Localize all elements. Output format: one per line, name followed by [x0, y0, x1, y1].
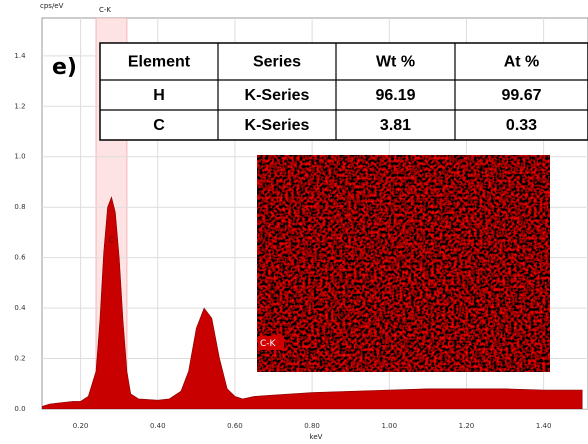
y-tick-label: 0.6	[14, 254, 26, 262]
x-tick-label: 1.20	[459, 422, 475, 430]
y-tick-label: 1.4	[14, 52, 26, 60]
y-tick-label: 1.0	[14, 153, 25, 161]
y-tick-label: 1.2	[14, 102, 25, 110]
y-axis-label: cps/eV	[40, 2, 64, 10]
table-cell: 0.33	[506, 117, 537, 134]
peak-label: C	[108, 236, 114, 245]
x-axis-label: keV	[310, 433, 323, 441]
table-cell: C	[153, 117, 165, 134]
x-tick-label: 1.40	[536, 422, 552, 430]
y-tick-label: 0.4	[14, 304, 26, 312]
y-tick-label: 0.2	[14, 355, 25, 363]
map-label: C-K	[260, 339, 277, 349]
y-tick-label: 0.8	[14, 203, 25, 211]
table-header: At %	[504, 54, 540, 71]
table-cell: H	[153, 87, 165, 104]
table-cell: K-Series	[245, 87, 310, 104]
x-tick-label: 1.00	[381, 422, 397, 430]
table-cell: K-Series	[245, 117, 310, 134]
table-header: Series	[253, 54, 301, 71]
table-header: Element	[128, 54, 191, 71]
y-tick-label: 0.0	[14, 405, 25, 413]
x-tick-label: 0.60	[227, 422, 243, 430]
element-map	[257, 155, 550, 372]
table-cell: 99.67	[501, 87, 541, 104]
table-cell: 96.19	[375, 87, 415, 104]
table-cell: 3.81	[380, 117, 411, 134]
x-tick-label: 0.20	[73, 422, 89, 430]
x-tick-label: 0.80	[304, 422, 320, 430]
chart: C Element Series Wt % At % H K-Series 96.19 99.…	[0, 0, 588, 444]
highlight-label: C-K	[99, 6, 111, 14]
x-tick-label: 0.40	[150, 422, 166, 430]
table-header: Wt %	[376, 54, 415, 71]
panel-label: e)	[52, 55, 77, 80]
